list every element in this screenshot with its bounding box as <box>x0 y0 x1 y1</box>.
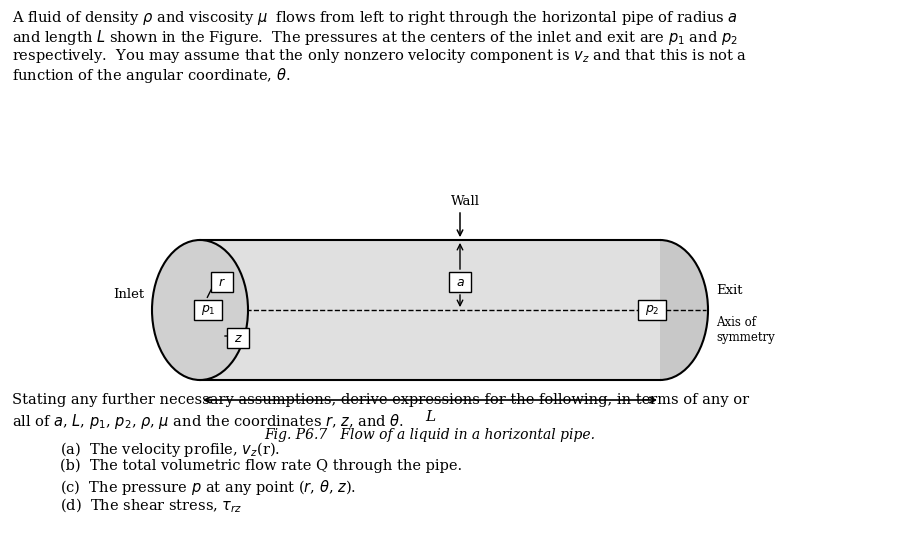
FancyBboxPatch shape <box>194 300 222 320</box>
Text: Stating any further necessary assumptions, derive expressions for the following,: Stating any further necessary assumption… <box>12 393 750 407</box>
Text: all of $a$, $L$, $p_1$, $p_2$, $\rho$, $\mu$ and the coordinates $r$, $z$, and $: all of $a$, $L$, $p_1$, $p_2$, $\rho$, $… <box>12 412 404 431</box>
FancyBboxPatch shape <box>227 328 249 348</box>
Text: Wall: Wall <box>450 195 480 208</box>
Polygon shape <box>200 240 708 380</box>
Text: $r$: $r$ <box>218 276 226 288</box>
Text: and length $L$ shown in the Figure.  The pressures at the centers of the inlet a: and length $L$ shown in the Figure. The … <box>12 28 738 47</box>
Text: (d)  The shear stress, $\tau_{rz}$: (d) The shear stress, $\tau_{rz}$ <box>60 497 243 516</box>
Polygon shape <box>660 240 708 380</box>
Text: $z$: $z$ <box>234 331 243 344</box>
Text: A fluid of density $\rho$ and viscosity $\mu$  flows from left to right through : A fluid of density $\rho$ and viscosity … <box>12 9 738 27</box>
FancyBboxPatch shape <box>638 300 666 320</box>
Text: $p_1$: $p_1$ <box>200 303 216 317</box>
Text: Fig. P6.7   Flow of a liquid in a horizontal pipe.: Fig. P6.7 Flow of a liquid in a horizont… <box>264 428 595 442</box>
Text: (c)  The pressure $p$ at any point ($r$, $\theta$, $z$).: (c) The pressure $p$ at any point ($r$, … <box>60 478 356 497</box>
Text: L: L <box>425 410 435 424</box>
Text: function of the angular coordinate, $\theta$.: function of the angular coordinate, $\th… <box>12 66 290 85</box>
Text: Exit: Exit <box>716 283 742 296</box>
Text: (a)  The velocity profile, $v_z$(r).: (a) The velocity profile, $v_z$(r). <box>60 440 280 459</box>
Text: $p_2$: $p_2$ <box>645 303 659 317</box>
Text: Inlet: Inlet <box>113 288 144 301</box>
FancyBboxPatch shape <box>449 272 471 292</box>
FancyBboxPatch shape <box>211 272 233 292</box>
Text: Axis of
symmetry: Axis of symmetry <box>716 316 775 344</box>
Ellipse shape <box>152 240 248 380</box>
Text: respectively.  You may assume that the only nonzero velocity component is $v_z$ : respectively. You may assume that the on… <box>12 47 747 65</box>
Text: $a$: $a$ <box>456 276 465 288</box>
Text: (b)  The total volumetric flow rate Q through the pipe.: (b) The total volumetric flow rate Q thr… <box>60 459 462 473</box>
